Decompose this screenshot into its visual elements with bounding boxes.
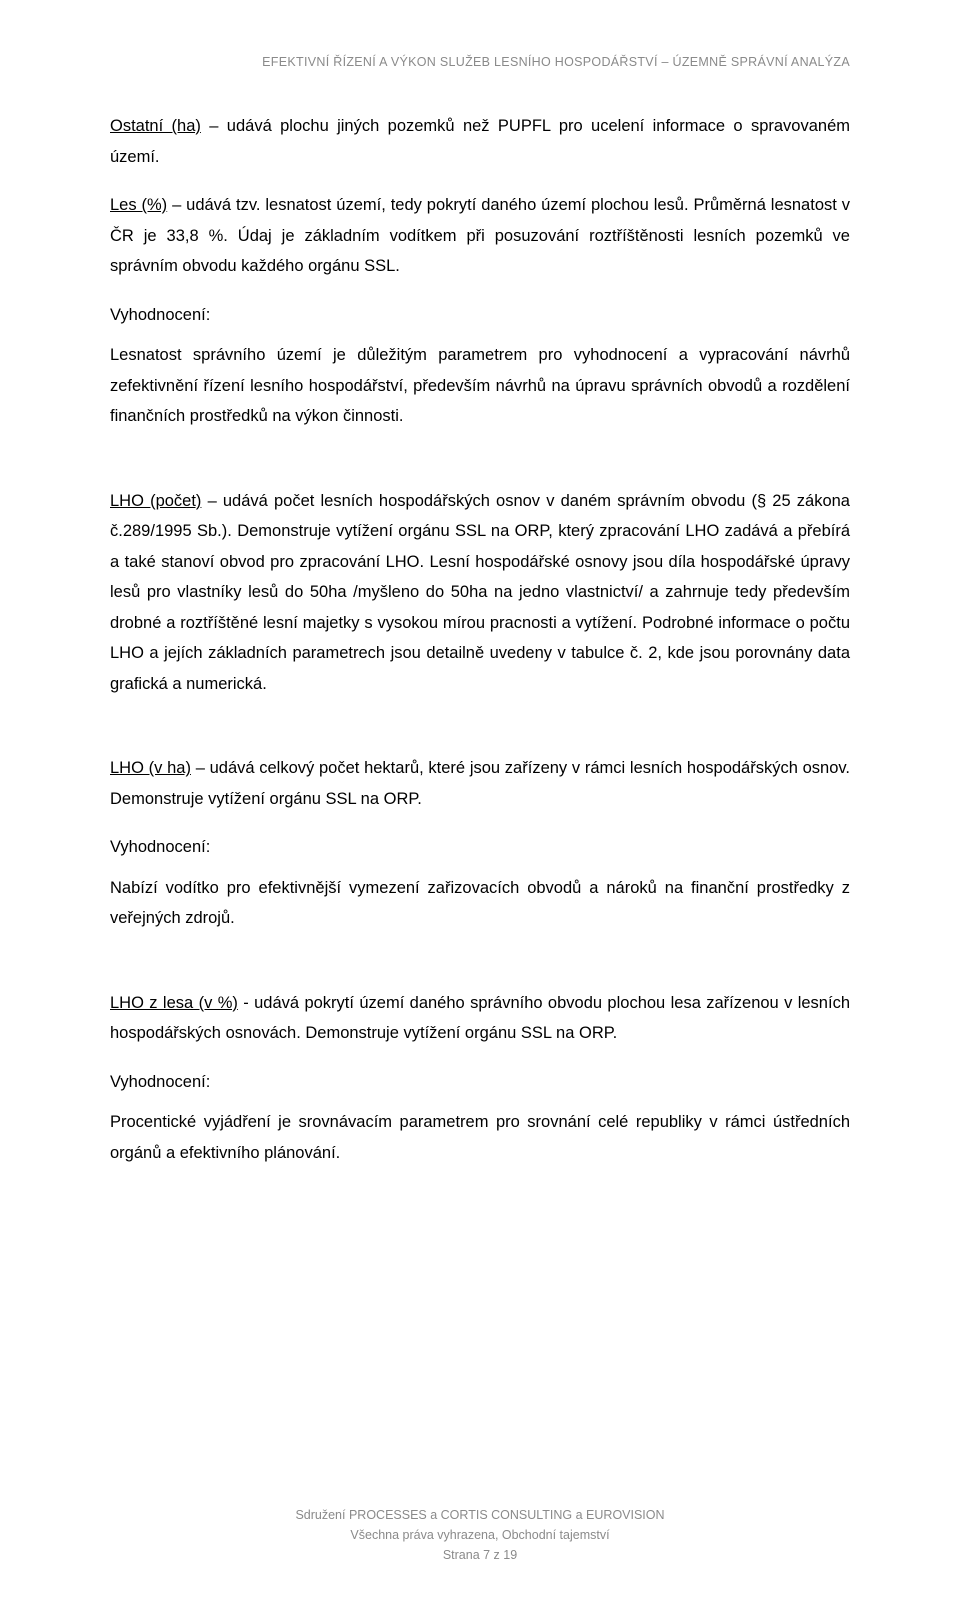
text-les-pct: – udává tzv. lesnatost území, tedy pokry… xyxy=(110,196,850,275)
footer-line-2: Všechna práva vyhrazena, Obchodní tajems… xyxy=(0,1525,960,1545)
gap xyxy=(110,460,850,486)
paragraph-lho-pocet: LHO (počet) – udává počet lesních hospod… xyxy=(110,486,850,700)
gap xyxy=(110,962,850,988)
paragraph-lho-z-lesa-vyhod: Procentické vyjádření je srovnávacím par… xyxy=(110,1107,850,1168)
vyhodnoceni-label-1: Vyhodnocení: xyxy=(110,300,850,331)
paragraph-lho-ha-vyhod: Nabízí vodítko pro efektivnější vymezení… xyxy=(110,873,850,934)
paragraph-lho-ha: LHO (v ha) – udává celkový počet hektarů… xyxy=(110,753,850,814)
term-lho-z-lesa: LHO z lesa (v %) xyxy=(110,994,238,1012)
footer-line-3: Strana 7 z 19 xyxy=(0,1545,960,1565)
term-lho-pocet: LHO (počet) xyxy=(110,492,201,510)
text-lho-pocet: – udává počet lesních hospodářských osno… xyxy=(110,492,850,693)
vyhodnoceni-label-3: Vyhodnocení: xyxy=(110,1067,850,1098)
term-les-pct: Les (%) xyxy=(110,196,167,214)
gap xyxy=(110,727,850,753)
vyhodnoceni-label-2: Vyhodnocení: xyxy=(110,832,850,863)
footer-line-1: Sdružení PROCESSES a CORTIS CONSULTING a… xyxy=(0,1505,960,1525)
text-lho-ha: – udává celkový počet hektarů, které jso… xyxy=(110,759,850,808)
text-ostatni: – udává plochu jiných pozemků než PUPFL … xyxy=(110,117,850,166)
paragraph-les-pct: Les (%) – udává tzv. lesnatost území, te… xyxy=(110,190,850,282)
page-header: EFEKTIVNÍ ŘÍZENÍ A VÝKON SLUŽEB LESNÍHO … xyxy=(110,55,850,69)
paragraph-ostatni: Ostatní (ha) – udává plochu jiných pozem… xyxy=(110,111,850,172)
page-footer: Sdružení PROCESSES a CORTIS CONSULTING a… xyxy=(0,1505,960,1565)
document-page: EFEKTIVNÍ ŘÍZENÍ A VÝKON SLUŽEB LESNÍHO … xyxy=(0,0,960,1605)
paragraph-lho-z-lesa: LHO z lesa (v %) - udává pokrytí území d… xyxy=(110,988,850,1049)
paragraph-lesnatost-vyhod: Lesnatost správního území je důležitým p… xyxy=(110,340,850,432)
term-ostatni: Ostatní (ha) xyxy=(110,117,201,135)
term-lho-ha: LHO (v ha) xyxy=(110,759,191,777)
